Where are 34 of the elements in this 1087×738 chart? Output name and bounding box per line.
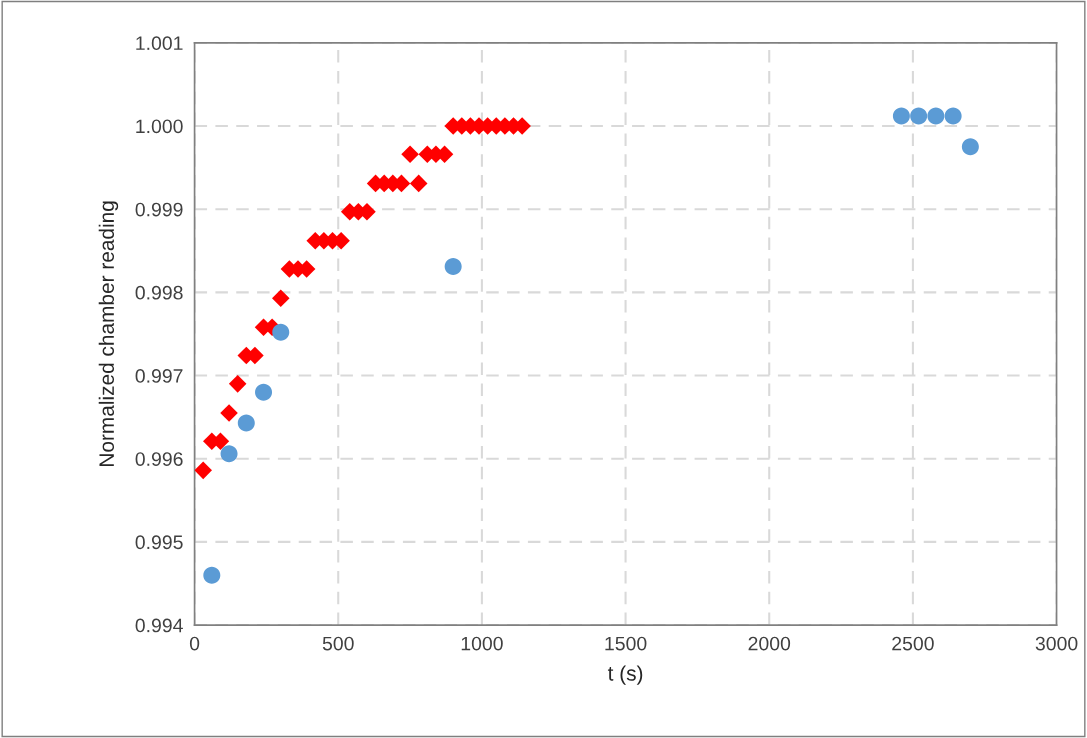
x-tick-label: 2500: [892, 636, 934, 651]
x-axis-title: t (s): [607, 665, 643, 685]
point: [444, 258, 462, 276]
point: [271, 289, 290, 307]
x-tick-label: 500: [322, 636, 354, 651]
point: [237, 414, 255, 432]
y-axis-title: Normalized chamber reading: [98, 201, 119, 466]
point: [409, 174, 428, 193]
y-tick-label: 1.001: [136, 36, 183, 51]
point: [272, 323, 290, 341]
x-tick-label: 3000: [1035, 636, 1078, 651]
y-tick-label: 0.997: [135, 369, 183, 383]
point: [927, 107, 945, 125]
point: [892, 107, 910, 125]
x-tick-label: 1000: [461, 636, 503, 651]
point: [255, 383, 273, 401]
x-tick-label: 2000: [748, 636, 791, 651]
x-tick-label: 0: [189, 636, 200, 651]
point: [910, 107, 928, 125]
point: [220, 404, 238, 422]
y-tick-label: 0.999: [135, 202, 183, 217]
point: [194, 461, 212, 480]
point: [961, 138, 979, 156]
y-tick-label: 1.000: [136, 119, 183, 134]
point: [944, 107, 962, 125]
y-tick-label: 0.995: [135, 535, 183, 550]
point: [228, 375, 247, 393]
point: [203, 566, 221, 584]
point: [401, 145, 419, 164]
y-tick-label: 0.994: [135, 618, 183, 633]
point: [220, 445, 238, 463]
y-tick-label: 0.998: [135, 285, 183, 300]
x-tick-label: 1500: [605, 636, 647, 651]
y-tick-label: 0.996: [135, 452, 183, 466]
